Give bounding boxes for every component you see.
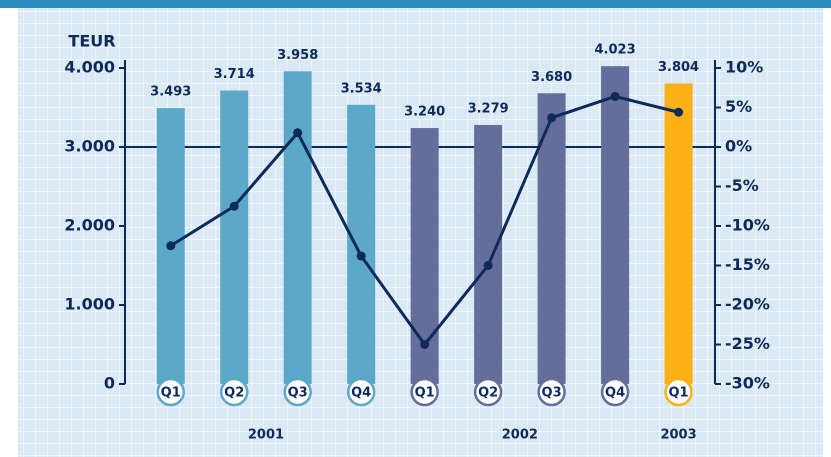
line-point	[356, 251, 366, 261]
value-label: 3.493	[150, 85, 191, 100]
y-tick-label: 4.000	[64, 58, 115, 77]
category-badge	[600, 377, 630, 407]
x-tick-label: Q2	[478, 386, 498, 401]
value-label: 3.279	[468, 101, 509, 116]
category-badge	[664, 377, 693, 407]
year-label: 2002	[502, 428, 538, 443]
category-badge	[346, 377, 376, 407]
bar	[283, 71, 312, 385]
value-label: 3.714	[214, 67, 255, 82]
y-tick-label: 3.000	[64, 137, 115, 156]
y2-tick-label: -15%	[725, 255, 770, 274]
x-tick-label: Q1	[161, 386, 181, 401]
top-bar	[0, 0, 831, 8]
y2-tick-label: -10%	[725, 216, 770, 235]
line-point	[610, 91, 620, 101]
year-label: 2001	[248, 428, 284, 443]
y2-tick-label: -5%	[725, 176, 759, 195]
x-tick-label: Q1	[669, 386, 689, 401]
x-tick-label: Q2	[224, 386, 244, 401]
x-tick-label: Q3	[542, 386, 562, 401]
line-point	[674, 107, 684, 117]
line-point	[420, 340, 430, 349]
category-badge	[537, 377, 566, 407]
y-axis-label: TEUR	[68, 32, 115, 51]
category-badge	[473, 377, 503, 407]
value-label: 3.680	[531, 70, 572, 85]
y2-tick-label: -25%	[725, 334, 770, 353]
bar	[474, 124, 503, 385]
value-label: 3.804	[658, 60, 699, 75]
x-tick-label: Q1	[415, 386, 435, 401]
bar	[664, 83, 693, 384]
y2-tick-label: 10%	[725, 58, 763, 77]
value-label: 3.534	[341, 81, 382, 96]
bar	[601, 66, 630, 385]
value-label: 4.023	[595, 43, 636, 58]
line-point	[547, 113, 557, 123]
y2-tick-label: 5%	[725, 97, 752, 116]
y2-tick-label: -20%	[725, 295, 770, 314]
y2-tick-label: 0%	[725, 137, 752, 156]
category-badge	[283, 377, 312, 407]
bar	[220, 90, 249, 385]
value-label: 3.240	[404, 105, 445, 120]
category-badge	[410, 377, 439, 407]
line-point	[166, 241, 176, 251]
x-tick-label: Q4	[351, 386, 371, 401]
x-tick-label: Q3	[288, 386, 308, 401]
y2-tick-label: -30%	[725, 374, 770, 393]
line-point	[229, 201, 239, 211]
y-tick-label: 0	[104, 374, 115, 393]
x-tick-label: Q4	[605, 386, 625, 401]
year-label: 2003	[660, 428, 696, 443]
category-badge	[156, 377, 185, 407]
y-tick-label: 1.000	[64, 295, 115, 314]
category-badge	[219, 377, 249, 407]
bar	[347, 104, 376, 385]
value-label: 3.958	[277, 48, 318, 63]
line-point	[483, 261, 493, 270]
line-point	[293, 128, 303, 138]
y-tick-label: 2.000	[64, 216, 115, 235]
